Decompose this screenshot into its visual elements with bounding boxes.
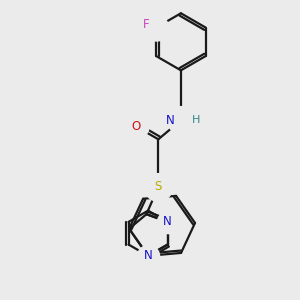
Text: H: H	[192, 115, 200, 125]
Text: N: N	[163, 215, 172, 228]
Text: N: N	[144, 249, 152, 262]
Text: S: S	[154, 180, 162, 194]
Text: O: O	[131, 120, 140, 133]
Text: N: N	[166, 114, 175, 127]
Text: F: F	[143, 18, 149, 31]
